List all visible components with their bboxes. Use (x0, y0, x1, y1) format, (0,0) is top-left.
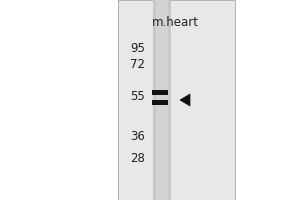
Bar (152, 99, 168, 104)
Text: 36: 36 (130, 130, 145, 142)
Bar (156, 0, 168, 200)
Text: m.heart: m.heart (152, 16, 199, 29)
Polygon shape (180, 94, 190, 106)
Text: 95: 95 (130, 42, 145, 54)
Bar (152, 90, 168, 95)
Text: 55: 55 (130, 90, 145, 102)
Text: 28: 28 (130, 152, 145, 164)
Bar (153, 0, 171, 200)
Text: 72: 72 (130, 58, 145, 71)
Bar (118, 0, 235, 200)
